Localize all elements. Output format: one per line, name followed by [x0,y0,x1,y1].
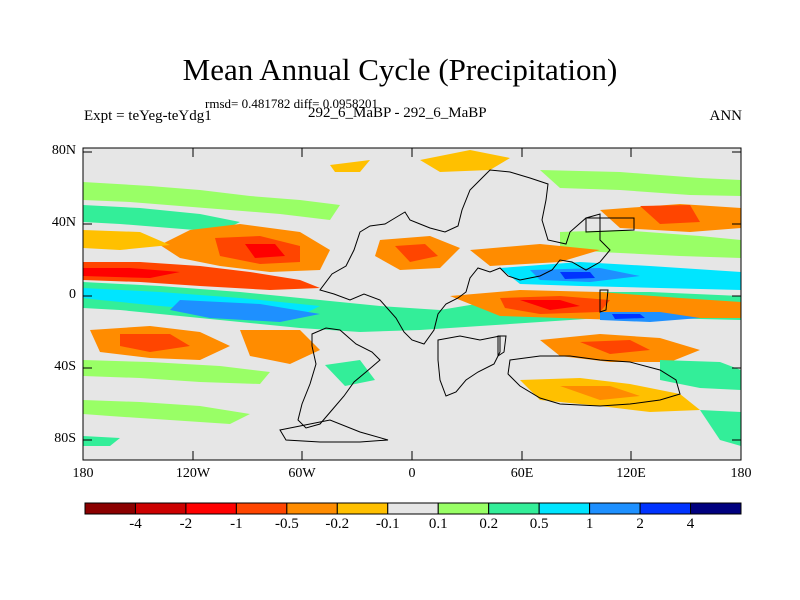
y-tick-label: 80S [54,431,76,446]
colorbar [84,502,742,515]
colorbar-label: 0.1 [428,516,448,532]
precip-field [83,150,741,446]
season-label: ANN [709,108,743,124]
y-tick-label: 40S [54,359,76,374]
x-tick-label: 60E [510,466,534,481]
tick-marks [82,148,742,460]
colorbar-swatch [134,502,187,515]
colorbar-swatch [589,502,641,515]
x-tick-label: 0 [408,466,416,481]
colorbar-label: 0.5 [529,516,549,532]
plot-title: Mean Annual Cycle (Precipitation) [182,52,618,87]
colorbar-label: -0.2 [325,516,350,532]
x-tick-label: 60W [288,466,316,481]
colorbar-swatch [336,502,389,515]
colorbar-label: -0.1 [375,516,400,532]
colorbar-swatch [84,502,136,515]
colorbar-label: 0.2 [479,516,499,532]
colorbar-swatch [235,502,288,515]
y-tick-label: 0 [69,287,76,302]
x-tick-label: 120E [616,466,646,481]
coastlines [279,169,681,443]
experiment-label: Expt = teYeg-teYdg1 [84,108,212,124]
y-tick-label: 80N [51,143,76,158]
colorbar-swatch [538,502,591,515]
stats-text: rmsd= 0.481782 diff= 0.0958201 [205,96,378,111]
x-tick-label: 180 [730,466,752,481]
colorbar-swatch [286,502,338,515]
colorbar-swatch [185,502,237,515]
colorbar-label: 4 [686,516,695,532]
colorbar-swatch [488,502,540,515]
colorbar-label: -0.5 [274,516,299,532]
colorbar-label: 2 [636,516,644,532]
colorbar-swatch [387,502,439,515]
colorbar-swatch [639,502,692,515]
colorbar-label: -2 [179,516,193,532]
subtitle-label: 292_6_MaBP - 292_6_MaBP [308,105,487,121]
colorbar-label: -4 [129,516,142,532]
x-tick-label: 180 [72,466,94,481]
x-tick-label: 120W [175,466,211,481]
colorbar-label: 1 [585,516,594,532]
colorbar-swatch [437,502,490,515]
colorbar-swatch [690,502,742,515]
colorbar-label: -1 [230,516,243,532]
y-tick-label: 40N [51,215,76,230]
